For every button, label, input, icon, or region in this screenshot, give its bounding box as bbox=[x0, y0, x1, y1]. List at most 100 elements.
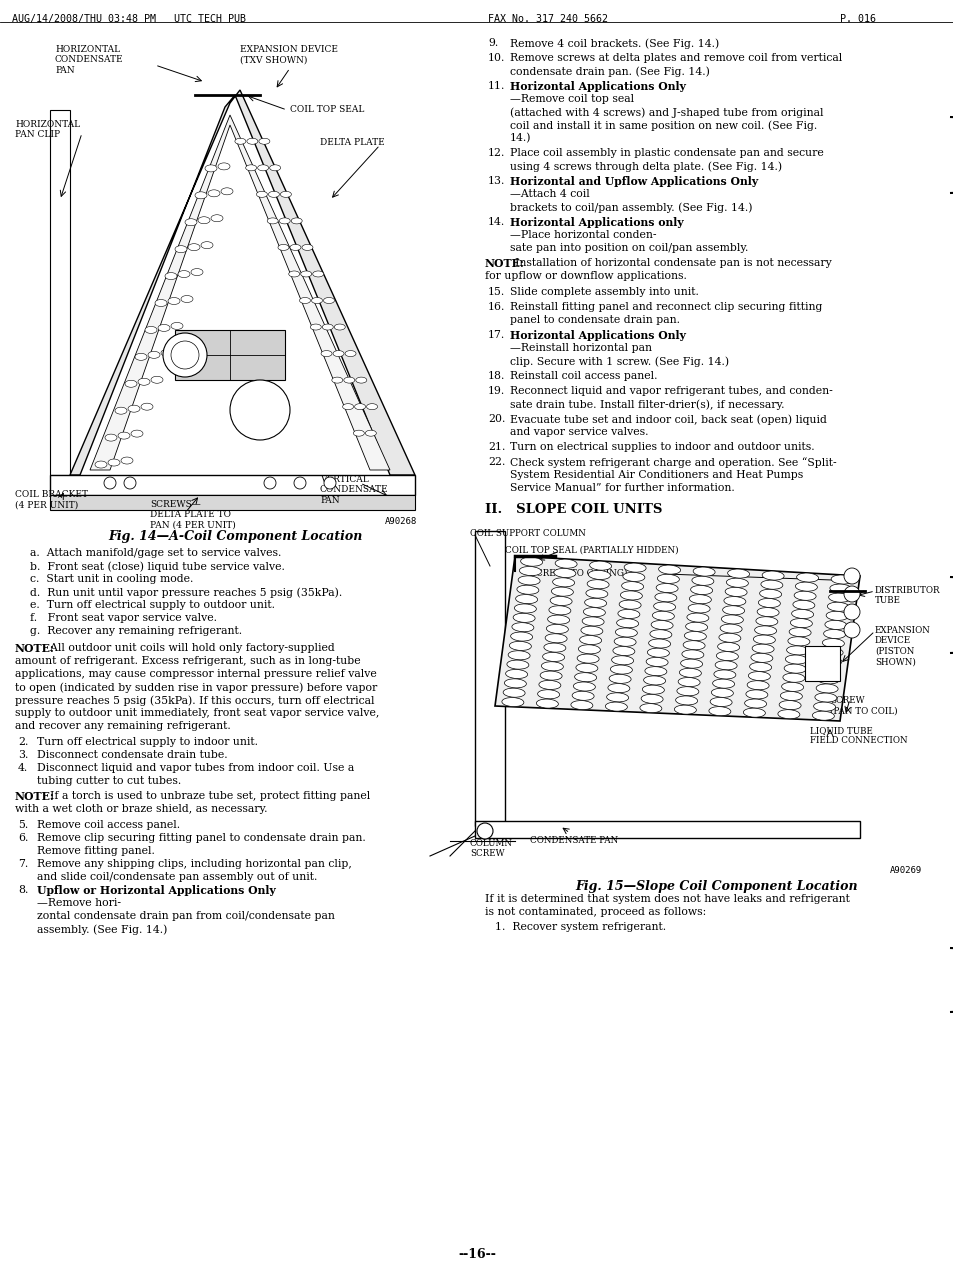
Polygon shape bbox=[50, 110, 70, 475]
Circle shape bbox=[324, 477, 335, 489]
Ellipse shape bbox=[518, 566, 540, 575]
Text: DELTA PLATE: DELTA PLATE bbox=[319, 137, 384, 148]
Text: 3.: 3. bbox=[18, 750, 29, 760]
Ellipse shape bbox=[268, 192, 279, 197]
Ellipse shape bbox=[148, 352, 160, 358]
Circle shape bbox=[124, 477, 136, 489]
Ellipse shape bbox=[105, 434, 117, 441]
Ellipse shape bbox=[579, 636, 601, 644]
Text: P. 016: P. 016 bbox=[840, 14, 875, 24]
Text: Evacuate tube set and indoor coil, back seat (open) liquid: Evacuate tube set and indoor coil, back … bbox=[510, 414, 826, 425]
Polygon shape bbox=[475, 531, 504, 826]
Text: condensate drain pan. (See Fig. 14.): condensate drain pan. (See Fig. 14.) bbox=[510, 66, 709, 77]
Ellipse shape bbox=[643, 676, 665, 685]
Ellipse shape bbox=[679, 660, 701, 668]
Text: 2.: 2. bbox=[18, 736, 29, 747]
Text: assembly. (See Fig. 14.): assembly. (See Fig. 14.) bbox=[37, 924, 167, 934]
Ellipse shape bbox=[713, 670, 735, 678]
Ellipse shape bbox=[685, 622, 707, 632]
Ellipse shape bbox=[749, 662, 771, 672]
Ellipse shape bbox=[677, 687, 699, 696]
Ellipse shape bbox=[796, 572, 818, 583]
Text: d.  Run unit until vapor pressure reaches 5 psig (35kPa).: d. Run unit until vapor pressure reaches… bbox=[30, 588, 342, 598]
Ellipse shape bbox=[125, 381, 137, 387]
Ellipse shape bbox=[245, 165, 256, 170]
Ellipse shape bbox=[280, 192, 291, 197]
Circle shape bbox=[171, 340, 199, 369]
Ellipse shape bbox=[279, 218, 290, 224]
Ellipse shape bbox=[824, 620, 846, 629]
Ellipse shape bbox=[825, 612, 847, 620]
Ellipse shape bbox=[258, 139, 270, 144]
Text: A90268: A90268 bbox=[385, 517, 416, 526]
Ellipse shape bbox=[793, 591, 815, 600]
Ellipse shape bbox=[781, 682, 802, 691]
Ellipse shape bbox=[366, 404, 377, 410]
Ellipse shape bbox=[708, 706, 730, 716]
Ellipse shape bbox=[108, 459, 120, 467]
Text: —Remove coil top seal: —Remove coil top seal bbox=[510, 95, 634, 103]
Text: 8.: 8. bbox=[18, 885, 29, 895]
Ellipse shape bbox=[641, 685, 663, 695]
Text: CONDENSATE PAN: CONDENSATE PAN bbox=[530, 836, 618, 845]
Ellipse shape bbox=[610, 665, 632, 675]
Text: II.   SLOPE COIL UNITS: II. SLOPE COIL UNITS bbox=[484, 503, 661, 516]
Text: 14.: 14. bbox=[488, 217, 505, 227]
Ellipse shape bbox=[687, 604, 709, 613]
Ellipse shape bbox=[818, 666, 840, 675]
Ellipse shape bbox=[574, 672, 596, 682]
Ellipse shape bbox=[589, 561, 611, 570]
Ellipse shape bbox=[786, 646, 808, 654]
Ellipse shape bbox=[682, 641, 704, 649]
Ellipse shape bbox=[828, 593, 850, 603]
Text: coil and install it in same position on new coil. (See Fig.: coil and install it in same position on … bbox=[510, 120, 817, 131]
Ellipse shape bbox=[830, 575, 852, 584]
Text: 1.  Recover system refrigerant.: 1. Recover system refrigerant. bbox=[495, 922, 665, 932]
Text: COIL TOP SEAL (PARTIALLY HIDDEN): COIL TOP SEAL (PARTIALLY HIDDEN) bbox=[504, 546, 678, 555]
Ellipse shape bbox=[158, 324, 170, 332]
Text: A90269: A90269 bbox=[889, 866, 922, 875]
Text: using 4 screws through delta plate. (See Fig. 14.): using 4 screws through delta plate. (See… bbox=[510, 161, 781, 171]
Ellipse shape bbox=[334, 324, 345, 330]
Circle shape bbox=[476, 823, 493, 839]
Ellipse shape bbox=[121, 456, 132, 464]
Ellipse shape bbox=[321, 351, 332, 357]
Text: Reinstall coil access panel.: Reinstall coil access panel. bbox=[510, 371, 657, 381]
Ellipse shape bbox=[746, 681, 768, 690]
Ellipse shape bbox=[715, 661, 737, 670]
Text: sate pan into position on coil/pan assembly.: sate pan into position on coil/pan assem… bbox=[510, 243, 747, 253]
Ellipse shape bbox=[674, 705, 696, 714]
Circle shape bbox=[163, 333, 207, 377]
Ellipse shape bbox=[168, 298, 180, 304]
Ellipse shape bbox=[760, 580, 782, 589]
Ellipse shape bbox=[609, 675, 631, 683]
Ellipse shape bbox=[678, 677, 700, 686]
Ellipse shape bbox=[509, 642, 531, 651]
Ellipse shape bbox=[138, 378, 150, 386]
Text: 22.: 22. bbox=[488, 456, 505, 467]
Text: Upflow or Horizontal Applications Only: Upflow or Horizontal Applications Only bbox=[37, 885, 275, 897]
Ellipse shape bbox=[181, 295, 193, 303]
Text: VERTICAL
CONDENSATE
PAN: VERTICAL CONDENSATE PAN bbox=[319, 475, 388, 504]
Ellipse shape bbox=[691, 576, 713, 585]
Text: —Attach 4 coil: —Attach 4 coil bbox=[510, 189, 589, 199]
Text: pressure reaches 5 psig (35kPa). If this occurs, turn off electrical: pressure reaches 5 psig (35kPa). If this… bbox=[15, 695, 375, 706]
Text: 11.: 11. bbox=[488, 81, 505, 91]
Ellipse shape bbox=[720, 624, 741, 633]
Polygon shape bbox=[475, 821, 859, 839]
Ellipse shape bbox=[819, 657, 841, 666]
Ellipse shape bbox=[290, 245, 300, 251]
Ellipse shape bbox=[652, 612, 674, 620]
Ellipse shape bbox=[648, 639, 670, 648]
Text: f.   Front seat vapor service valve.: f. Front seat vapor service valve. bbox=[30, 613, 216, 623]
Text: g.  Recover any remaining refrigerant.: g. Recover any remaining refrigerant. bbox=[30, 625, 242, 636]
Text: brackets to coil/pan assembly. (See Fig. 14.): brackets to coil/pan assembly. (See Fig.… bbox=[510, 202, 752, 213]
Ellipse shape bbox=[754, 625, 776, 636]
Text: --16--: --16-- bbox=[457, 1248, 496, 1261]
Ellipse shape bbox=[686, 613, 708, 622]
Text: amount of refrigerant. Excess refrigerant, such as in long-tube: amount of refrigerant. Excess refrigeran… bbox=[15, 656, 360, 666]
Ellipse shape bbox=[792, 600, 814, 609]
Ellipse shape bbox=[780, 691, 801, 701]
Ellipse shape bbox=[605, 702, 627, 711]
Ellipse shape bbox=[572, 691, 594, 700]
